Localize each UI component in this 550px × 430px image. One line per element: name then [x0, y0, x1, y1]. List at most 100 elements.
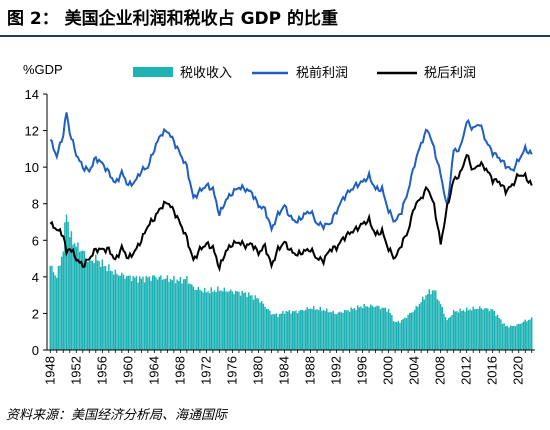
tax-bar [230, 289, 232, 350]
tax-bar [138, 276, 141, 350]
tax-bar [324, 311, 326, 350]
tax-bar [215, 292, 217, 350]
tax-bar [179, 277, 182, 350]
tax-bar [153, 275, 156, 350]
tax-bar [402, 319, 404, 350]
tax-bar [376, 305, 378, 350]
tax-bar [122, 274, 125, 350]
tax-bar [182, 279, 185, 350]
x-tick-label: 1960 [120, 356, 135, 385]
tax-bar [161, 279, 164, 350]
tax-bar [269, 310, 271, 350]
tax-bar [192, 286, 195, 350]
tax-bar [96, 260, 99, 350]
tax-bar [277, 316, 279, 350]
tax-bar [54, 275, 56, 350]
tax-bar [72, 244, 74, 350]
tax-bar [329, 311, 331, 350]
chart-title: 图 2： 美国企业利润和税收占 GDP 的比重 [7, 9, 339, 29]
tax-bar [452, 310, 455, 350]
tax-bar [439, 304, 442, 350]
tax-bar [247, 292, 250, 350]
tax-bar [425, 295, 427, 350]
tax-bar [490, 308, 492, 350]
tax-bar [361, 308, 364, 350]
tax-bar [287, 311, 289, 350]
tax-bar [327, 312, 330, 350]
tax-bar [83, 251, 86, 350]
tax-bar [392, 321, 395, 350]
tax-bar [413, 309, 416, 350]
tax-bar [446, 320, 448, 350]
tax-bar [158, 276, 160, 350]
legend-label-tax: 税收收入 [180, 66, 232, 81]
tax-bar [444, 317, 447, 350]
tax-bar [435, 290, 437, 350]
axes: 0 2 4 6 8 10 12 14 1948 1952 1956 1960 1964 1968 1972 1… [25, 87, 535, 385]
x-tick-label: 1996 [355, 356, 370, 385]
tax-bar [400, 320, 403, 350]
tax-bar [62, 251, 64, 350]
tax-bar [462, 310, 465, 350]
tax-bar [64, 222, 66, 350]
tax-bar [217, 286, 219, 350]
tax-bar [291, 311, 294, 350]
tax-bar [73, 243, 76, 350]
tax-bar [317, 310, 320, 350]
y-tick-label: 0 [32, 343, 39, 358]
tax-bar [373, 307, 375, 350]
tax-bar [298, 311, 300, 350]
x-tick-label: 1952 [68, 356, 83, 385]
tax-bar [132, 275, 134, 350]
tax-bar [448, 317, 450, 350]
tax-bar [337, 312, 339, 350]
tax-bar [234, 290, 237, 350]
tax-bar [511, 326, 513, 350]
tax-bar [69, 237, 71, 350]
tax-bar [204, 288, 206, 350]
tax-bar [488, 311, 491, 350]
y-tick-label: 4 [32, 270, 39, 285]
tax-bar [345, 310, 348, 350]
tax-bar [156, 279, 159, 350]
tax-bar [309, 308, 312, 350]
tax-bar [239, 295, 242, 350]
tax-bar [433, 290, 435, 350]
tax-bar [418, 303, 421, 350]
aftertax-profit-line [49, 153, 533, 273]
tax-bar [80, 251, 82, 350]
tax-bar [171, 280, 173, 350]
tax-bar [363, 304, 365, 350]
tax-bar [109, 270, 112, 350]
tax-bar [438, 300, 440, 350]
y-tick-label: 10 [25, 160, 39, 175]
tax-bar [342, 312, 344, 350]
tax-bar [480, 308, 483, 350]
tax-bar [522, 321, 525, 350]
tax-bar [397, 320, 400, 350]
tax-bar [314, 309, 317, 350]
tax-bar [454, 311, 457, 350]
tax-bar [265, 308, 268, 350]
source-note: 资料来源：美国经济分析局、海通国际 [6, 408, 228, 423]
tax-bar [501, 323, 504, 350]
tax-bar [352, 309, 354, 350]
x-tick-label: 2000 [381, 356, 396, 385]
tax-bar [296, 313, 299, 350]
tax-bar [285, 310, 287, 350]
tax-bar [290, 313, 292, 350]
x-tick-label: 1964 [146, 356, 161, 385]
tax-bar [313, 306, 315, 350]
tax-bar [119, 275, 121, 350]
tax-bar [417, 306, 419, 350]
tax-bar [526, 321, 528, 350]
tax-bar [384, 307, 387, 350]
tax-bar [365, 306, 367, 350]
tax-bar [275, 313, 278, 350]
tax-bar [52, 272, 55, 350]
tax-bar [322, 309, 325, 350]
tax-bar [360, 306, 362, 350]
tax-bar [410, 312, 413, 350]
tax-bar [428, 289, 430, 350]
tax-bar [98, 260, 100, 350]
